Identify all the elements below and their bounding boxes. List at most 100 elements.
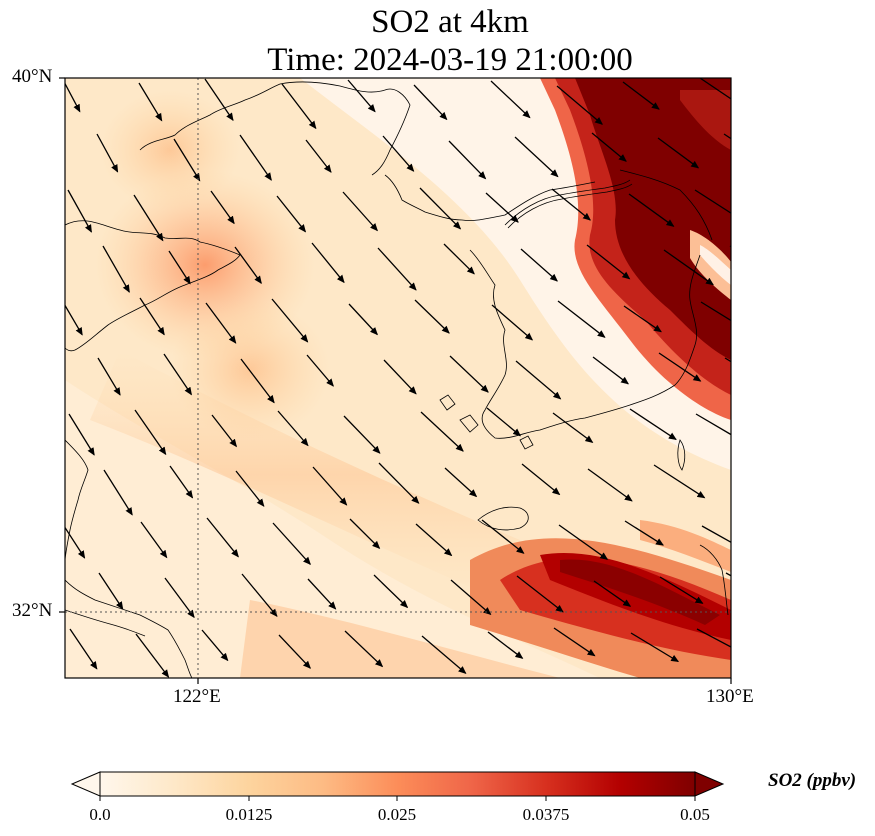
colorbar-tick-2: 0.025 <box>377 805 417 824</box>
wind-arrow <box>514 136 559 178</box>
wind-arrow <box>347 79 376 113</box>
wind-arrow <box>448 140 487 180</box>
wind-arrow <box>240 358 275 404</box>
so2-field <box>65 78 731 700</box>
wind-arrow <box>700 301 731 322</box>
wind-arrow <box>102 245 130 293</box>
wind-arrow <box>724 357 731 363</box>
wind-arrow <box>276 195 307 233</box>
wind-arrow <box>695 413 731 436</box>
wind-arrow <box>622 81 660 110</box>
coastlines <box>65 81 729 678</box>
lat-tick-32: 32°N <box>12 600 53 621</box>
lat-tick-40: 40°N <box>12 66 53 87</box>
wind-arrow <box>348 303 378 336</box>
wind-arrow <box>725 572 731 577</box>
wind-arrow <box>342 191 378 232</box>
colorbar-tick-1: 0.0125 <box>225 805 273 824</box>
wind-arrow <box>521 463 561 496</box>
wind-arrow <box>587 468 633 502</box>
wind-arrow <box>586 244 631 280</box>
wind-arrow <box>277 410 309 447</box>
wind-arrow <box>140 521 168 559</box>
wind-arrow <box>592 356 629 385</box>
wind-arrow <box>237 686 266 700</box>
colorbar-label: SO2 (ppbv) <box>768 770 857 791</box>
wind-arrow <box>450 579 492 616</box>
wind-arrow <box>235 470 265 507</box>
wind-arrow <box>486 407 522 437</box>
wind-arrow <box>523 688 562 700</box>
colorbar-tick-0: 0.0 <box>89 805 111 824</box>
wind-arrow <box>239 134 272 181</box>
chart-title-line2: Time: 2024-03-19 21:00:00 <box>267 42 633 78</box>
wind-arrow <box>271 298 309 343</box>
chart-title-line1: SO2 at 4km <box>371 4 529 40</box>
wind-arrow <box>206 517 239 558</box>
wind-arrow <box>281 83 317 130</box>
wind-arrow <box>67 189 92 233</box>
wind-arrow <box>729 245 731 248</box>
wind-arrow <box>658 352 702 382</box>
wind-arrow <box>278 634 311 669</box>
colorbar-tick-4: 0.05 <box>680 805 710 824</box>
wind-arrow <box>415 523 453 557</box>
so2-high-region-northeast <box>540 78 731 420</box>
wind-arrow <box>94 685 124 700</box>
wind-arrow <box>446 683 479 700</box>
wind-arrow <box>135 633 170 678</box>
wind-arrow <box>515 360 562 400</box>
wind-arrow <box>98 572 124 610</box>
wind-arrow <box>210 190 235 225</box>
map-figure <box>59 77 732 700</box>
colorbar-extend-low <box>70 771 101 797</box>
wind-arrow <box>629 408 677 440</box>
wind-arrow <box>655 689 707 700</box>
wind-arrow <box>443 243 475 275</box>
wind-arrow <box>241 573 278 617</box>
wind-arrow <box>311 242 345 284</box>
wind-arrow <box>69 628 98 670</box>
wind-arrow <box>373 574 409 609</box>
wind-arrow <box>97 357 121 396</box>
wind-arrow <box>96 133 119 173</box>
wind-arrow <box>211 414 238 448</box>
wind-arrow <box>133 194 164 242</box>
wind-arrow <box>168 250 191 285</box>
wind-arrow <box>419 187 462 230</box>
wind-arrow <box>421 635 467 674</box>
wind-arrow <box>314 691 349 700</box>
wind-arrow <box>552 412 594 443</box>
wind-arrow <box>556 85 603 125</box>
wind-arrow <box>307 578 337 610</box>
wind-arrow <box>139 297 165 336</box>
wind-arrow <box>344 630 384 668</box>
wind-arrow <box>696 628 731 648</box>
wind-arrow <box>234 246 262 285</box>
wind-arrow <box>557 300 606 338</box>
wind-arrow <box>449 355 489 393</box>
wind-arrow <box>173 138 201 182</box>
wind-arrow <box>201 629 229 662</box>
wind-arrow <box>491 304 534 341</box>
wind-arrow <box>589 684 634 700</box>
wind-arrow <box>659 576 704 604</box>
wind-arrow <box>306 354 334 387</box>
wind-arrow <box>593 580 632 607</box>
wind-arrow <box>551 188 591 221</box>
wind-arrow <box>343 415 381 454</box>
wind-arrow <box>65 82 81 113</box>
wind-arrow <box>204 78 234 122</box>
wind-arrow <box>138 82 163 122</box>
wind-arrow <box>699 78 731 100</box>
wind-arrow <box>312 466 348 506</box>
wind-arrow <box>164 577 195 619</box>
colorbar-extend-high <box>694 771 725 797</box>
wind-arrow <box>591 132 627 162</box>
wind-arrow <box>134 409 167 456</box>
wind-arrow <box>349 518 381 550</box>
wind-arrow <box>414 299 450 334</box>
wind-arrow <box>657 137 700 169</box>
wind-arrow <box>103 469 133 516</box>
wind-arrow <box>653 464 706 499</box>
